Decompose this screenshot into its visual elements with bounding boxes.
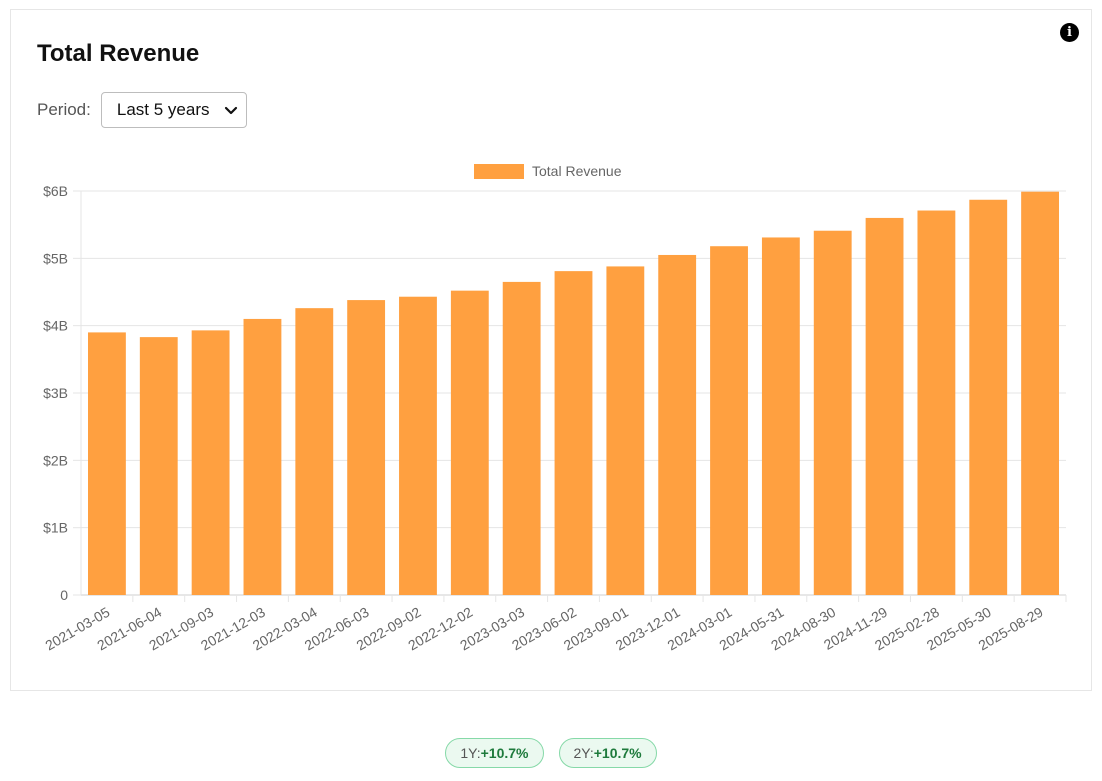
y-tick-label: $6B	[43, 183, 68, 199]
y-tick-label: 0	[60, 587, 68, 603]
bar	[969, 199, 1008, 595]
bar	[139, 337, 178, 595]
badge-value: +10.7%	[593, 745, 642, 761]
bar	[865, 217, 904, 595]
bar	[295, 308, 334, 595]
badge-value: +10.7%	[480, 745, 529, 761]
bar	[347, 300, 386, 595]
period-label: Period:	[37, 100, 91, 119]
growth-badge-2y: 2Y: +10.7%	[558, 738, 657, 768]
growth-badges: 1Y: +10.7% 2Y: +10.7%	[0, 738, 1102, 768]
page-title: Total Revenue	[37, 40, 200, 67]
bar	[450, 290, 489, 595]
bar	[1021, 191, 1060, 595]
period-selected-value: Last 5 years	[116, 100, 210, 119]
bar	[554, 271, 593, 595]
revenue-bar-chart: 0$1B$2B$3B$4B$5B$6B2021-03-052021-06-042…	[42, 163, 1067, 653]
y-tick-label: $1B	[43, 520, 68, 536]
growth-badge-1y: 1Y: +10.7%	[445, 738, 544, 768]
period-dropdown[interactable]: Last 5 years	[100, 92, 247, 128]
bar	[399, 296, 437, 595]
bar	[761, 237, 800, 595]
bar	[191, 330, 230, 595]
y-tick-label: $5B	[43, 250, 68, 266]
badge-label: 2Y:	[573, 745, 594, 761]
bar	[87, 332, 126, 595]
y-tick-label: $4B	[43, 318, 68, 334]
revenue-card: Total Revenue i Period: Last 5 years	[10, 9, 1092, 691]
badge-label: 1Y:	[460, 745, 481, 761]
y-tick-label: $3B	[43, 385, 68, 401]
legend-label: Total Revenue	[532, 163, 622, 179]
bar	[502, 281, 541, 595]
bar	[813, 230, 852, 595]
bar	[243, 318, 282, 595]
bar	[606, 266, 645, 595]
period-selector: Period: Last 5 years	[37, 92, 247, 128]
y-tick-label: $2B	[43, 452, 68, 468]
bar	[917, 210, 956, 595]
info-icon[interactable]: i	[1060, 23, 1079, 42]
chevron-down-icon	[224, 106, 237, 115]
bar	[710, 246, 748, 596]
legend-swatch	[474, 164, 524, 179]
bar	[658, 254, 697, 595]
